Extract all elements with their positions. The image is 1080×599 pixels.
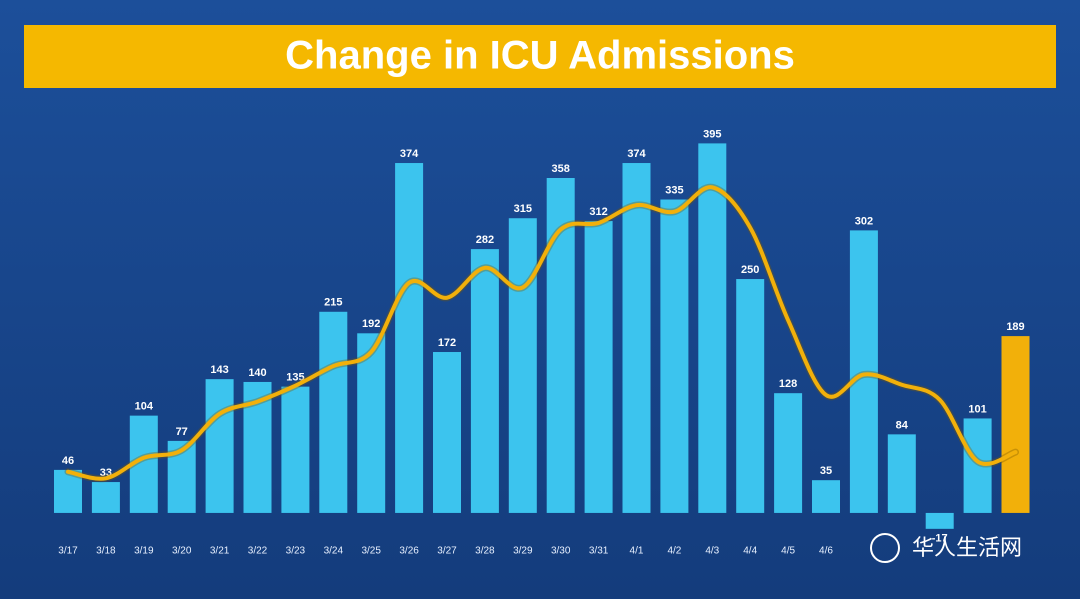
data-label: 374 <box>400 148 419 160</box>
bar <box>470 249 499 513</box>
x-tick-label: 4/5 <box>781 546 795 557</box>
x-tick-label: 3/27 <box>437 546 457 557</box>
x-tick-label: 3/23 <box>286 546 306 557</box>
data-label: 143 <box>210 364 228 376</box>
x-tick-label: 3/29 <box>513 546 533 557</box>
x-tick-label: 4/3 <box>705 546 719 557</box>
x-tick-label: 4/2 <box>667 546 681 557</box>
bar <box>91 482 120 513</box>
data-label: 302 <box>855 215 873 227</box>
data-label: 250 <box>741 264 759 276</box>
data-label: 215 <box>324 297 342 309</box>
bar <box>433 352 461 513</box>
data-label: 140 <box>248 367 266 379</box>
data-label: 35 <box>820 465 832 477</box>
x-tick-label: 3/22 <box>248 546 268 557</box>
x-tick-label: 4/4 <box>743 546 757 557</box>
bar <box>584 221 613 513</box>
bar <box>660 199 689 513</box>
x-tick-label: 3/30 <box>551 546 571 557</box>
bar <box>1001 336 1030 513</box>
x-tick-label: 3/20 <box>172 546 192 557</box>
title-banner <box>24 25 1056 88</box>
data-label: 335 <box>665 184 683 196</box>
x-tick-label: 3/17 <box>58 546 78 557</box>
x-tick-label: 3/24 <box>324 546 344 557</box>
bar <box>54 469 82 513</box>
data-label: 358 <box>552 163 570 175</box>
bar <box>622 163 651 513</box>
data-label: 282 <box>476 234 494 246</box>
bar <box>812 480 840 513</box>
data-label: 101 <box>968 403 986 415</box>
watermark: 华人生活网 <box>912 535 1022 560</box>
x-tick-label: 3/19 <box>134 546 154 557</box>
bar <box>925 512 954 529</box>
x-tick-label: 3/28 <box>475 546 495 557</box>
data-label: 395 <box>703 128 721 140</box>
bar <box>205 379 234 513</box>
x-tick-label: 4/1 <box>630 546 644 557</box>
data-label: 172 <box>438 337 456 349</box>
trend-line <box>66 185 1018 481</box>
data-label: 374 <box>627 148 646 160</box>
x-tick-label: 3/21 <box>210 546 230 557</box>
data-label: 315 <box>514 203 532 215</box>
x-tick-label: 3/26 <box>399 546 419 557</box>
data-label: 77 <box>176 426 188 438</box>
data-label: 46 <box>62 455 74 467</box>
data-label: 128 <box>779 378 797 390</box>
bar <box>546 178 575 513</box>
x-tick-label: 4/6 <box>819 546 833 557</box>
data-label: 192 <box>362 318 380 330</box>
bar <box>849 230 878 513</box>
bar <box>774 393 803 513</box>
bar <box>319 311 348 513</box>
x-tick-label: 3/25 <box>361 546 381 557</box>
bar <box>698 143 727 513</box>
data-label: 312 <box>589 206 607 218</box>
data-label: 84 <box>896 419 909 431</box>
data-label: -17 <box>932 533 948 545</box>
data-label: 189 <box>1006 321 1024 333</box>
x-tick-label: 3/31 <box>589 546 609 557</box>
data-label: 104 <box>135 401 154 413</box>
bar <box>736 279 765 513</box>
bar <box>357 333 386 513</box>
bar <box>508 218 537 513</box>
bar <box>887 434 916 513</box>
chart-title: Change in ICU Admissions <box>285 34 795 78</box>
data-label: 135 <box>286 372 304 384</box>
x-tick-label: 3/18 <box>96 546 116 557</box>
bar <box>281 386 310 513</box>
watermark-icon <box>870 533 900 563</box>
bar <box>395 163 424 513</box>
